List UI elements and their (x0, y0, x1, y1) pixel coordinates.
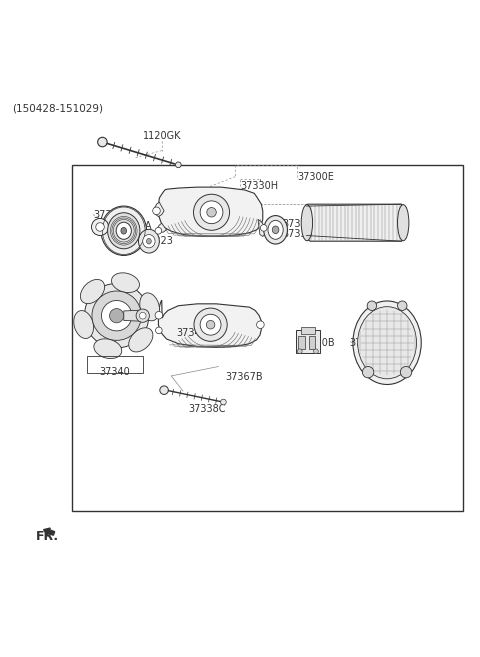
Circle shape (84, 283, 149, 348)
Bar (87, 356, 143, 373)
Circle shape (194, 308, 227, 341)
Ellipse shape (80, 279, 105, 304)
Circle shape (220, 399, 226, 405)
Circle shape (155, 227, 162, 234)
Bar (296, 330, 320, 353)
Circle shape (200, 201, 223, 223)
Circle shape (160, 386, 168, 394)
Polygon shape (124, 310, 147, 321)
Circle shape (153, 207, 160, 215)
Circle shape (298, 349, 302, 353)
Ellipse shape (121, 227, 127, 234)
Ellipse shape (108, 213, 140, 249)
Ellipse shape (111, 273, 140, 292)
Ellipse shape (268, 220, 283, 239)
Text: 37330H: 37330H (240, 181, 278, 191)
Text: 37342: 37342 (176, 328, 207, 338)
Circle shape (313, 349, 318, 353)
Text: 37300E: 37300E (297, 171, 334, 182)
Circle shape (400, 367, 412, 378)
Ellipse shape (101, 206, 146, 256)
Ellipse shape (353, 301, 421, 384)
Ellipse shape (397, 205, 409, 240)
Ellipse shape (138, 229, 159, 253)
Circle shape (155, 311, 163, 319)
Ellipse shape (301, 205, 312, 240)
Circle shape (96, 223, 104, 231)
Text: 37323: 37323 (143, 236, 174, 246)
Circle shape (176, 162, 181, 168)
Text: 37338C: 37338C (188, 404, 226, 414)
Ellipse shape (146, 238, 151, 244)
FancyArrow shape (44, 528, 55, 535)
Ellipse shape (140, 293, 159, 321)
Circle shape (193, 194, 229, 231)
Circle shape (207, 208, 216, 217)
Ellipse shape (116, 222, 132, 239)
Ellipse shape (74, 311, 94, 338)
Circle shape (397, 301, 407, 311)
Circle shape (200, 314, 221, 335)
Ellipse shape (129, 328, 153, 352)
Ellipse shape (94, 339, 122, 359)
Ellipse shape (143, 235, 155, 248)
Bar (309, 336, 315, 350)
Text: FR.: FR. (36, 530, 59, 543)
Polygon shape (158, 187, 263, 237)
Circle shape (367, 301, 377, 311)
Polygon shape (155, 202, 164, 217)
Text: 37370B: 37370B (297, 338, 335, 348)
Circle shape (257, 321, 264, 328)
Polygon shape (158, 300, 261, 348)
Polygon shape (305, 204, 405, 241)
Circle shape (206, 321, 215, 329)
Bar (299, 336, 305, 350)
Ellipse shape (272, 226, 279, 234)
Circle shape (261, 225, 267, 231)
Bar (301, 327, 315, 334)
Circle shape (156, 327, 162, 334)
Text: 37311E: 37311E (93, 210, 130, 219)
Circle shape (97, 137, 107, 147)
Polygon shape (157, 223, 167, 232)
Circle shape (92, 291, 141, 340)
Text: 37332: 37332 (283, 219, 313, 229)
Text: 37334: 37334 (283, 229, 313, 238)
Text: 37367B: 37367B (226, 372, 264, 382)
Text: 37340: 37340 (99, 367, 130, 377)
Circle shape (136, 309, 149, 323)
Circle shape (362, 367, 374, 378)
Ellipse shape (358, 307, 417, 379)
Text: 37390B: 37390B (349, 338, 386, 348)
Circle shape (139, 312, 146, 319)
Text: 37321A: 37321A (114, 221, 152, 231)
Circle shape (92, 218, 108, 235)
Text: (150428-151029): (150428-151029) (12, 103, 103, 113)
Ellipse shape (264, 215, 288, 244)
Circle shape (109, 309, 124, 323)
Bar (72, 165, 463, 511)
Polygon shape (258, 219, 264, 237)
Circle shape (101, 300, 132, 331)
Text: 1120GK: 1120GK (143, 131, 181, 141)
